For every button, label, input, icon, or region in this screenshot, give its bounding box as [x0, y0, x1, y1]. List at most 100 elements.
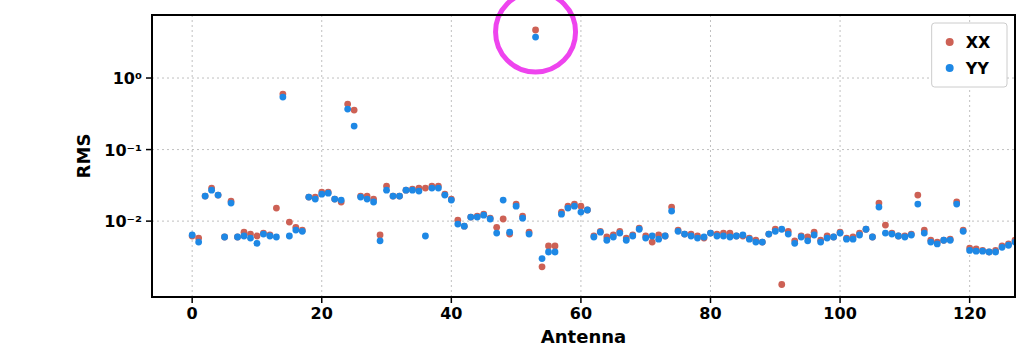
x-axis-title: Antenna [541, 326, 626, 347]
x-tick-label: 100 [823, 304, 856, 323]
data-point [467, 214, 474, 221]
data-point [908, 231, 915, 238]
y-axis-title: RMS [73, 134, 94, 179]
data-point [532, 34, 539, 41]
data-point [584, 207, 591, 214]
data-point [299, 228, 306, 235]
grid-line-x [321, 15, 322, 297]
data-point [390, 193, 397, 200]
grid [152, 15, 1015, 297]
data-point [435, 185, 442, 192]
axes: 02040608010012010⁻²10⁻¹10⁰ [104, 69, 986, 323]
data-point [707, 230, 714, 237]
data-point [189, 233, 196, 240]
data-point [215, 192, 222, 199]
data-point [267, 232, 274, 239]
grid-line-y [152, 149, 1015, 150]
data-point [247, 235, 254, 242]
data-point [992, 249, 999, 256]
data-point [305, 194, 312, 201]
legend-marker [946, 38, 954, 46]
data-point [474, 213, 481, 220]
data-point [590, 234, 597, 241]
data-point [357, 193, 364, 200]
data-point [623, 237, 630, 244]
data-point [856, 232, 863, 239]
series-1 [189, 34, 1015, 262]
data-point [727, 234, 734, 241]
legend-label: YY [965, 59, 990, 78]
data-point [901, 234, 908, 241]
data-point [610, 234, 617, 241]
data-point [506, 229, 513, 236]
data-point [513, 203, 520, 210]
x-tick [580, 297, 582, 303]
data-point [629, 232, 636, 239]
data-point [733, 233, 740, 240]
data-point [733, 233, 740, 240]
data-point [791, 240, 798, 247]
data-point [578, 209, 585, 216]
data-point [260, 231, 267, 238]
data-point [254, 240, 261, 247]
data-point [448, 196, 455, 203]
data-point [895, 233, 902, 240]
data-point [461, 223, 468, 230]
x-tick-label: 40 [440, 304, 462, 323]
data-point [714, 233, 721, 240]
data-point [305, 194, 312, 201]
data-point [545, 249, 552, 256]
data-point [701, 234, 708, 241]
data-point [688, 233, 695, 240]
data-point [565, 205, 572, 212]
data-point [318, 191, 325, 198]
data-point [234, 234, 241, 241]
data-point [487, 215, 494, 222]
data-point [863, 226, 870, 233]
y-tick [146, 220, 152, 222]
data-point [377, 232, 384, 239]
x-tick-label: 60 [570, 304, 592, 323]
grid-line-x [580, 15, 581, 297]
data-point [254, 233, 261, 240]
data-point [474, 214, 481, 221]
data-point [422, 185, 429, 192]
grid-line-x [840, 15, 841, 297]
data-point [500, 216, 507, 223]
data-point [480, 212, 487, 219]
data-point [383, 187, 390, 194]
data-point [940, 237, 947, 244]
data-point [448, 197, 455, 204]
data-point [1005, 242, 1012, 249]
data-point [837, 230, 844, 237]
data-point [765, 231, 772, 238]
data-point [979, 248, 986, 255]
y-tick-label: 10⁻² [104, 212, 142, 231]
data-point [312, 196, 319, 203]
data-point [215, 192, 222, 199]
data-point [578, 203, 585, 210]
data-point [662, 233, 669, 240]
x-tick [321, 297, 323, 303]
data-point [325, 190, 332, 197]
data-point [493, 230, 500, 237]
data-point [876, 204, 883, 211]
legend: XXYY [932, 23, 1007, 87]
data-point [888, 230, 895, 237]
data-point [979, 247, 986, 254]
data-point [267, 233, 274, 240]
data-point [629, 233, 636, 240]
data-point [824, 235, 831, 242]
data-point [208, 187, 215, 194]
data-point [934, 241, 941, 248]
data-point [843, 236, 850, 243]
data-point [772, 228, 779, 235]
data-point [681, 231, 688, 238]
highlight-circle [496, 0, 576, 72]
data-point [986, 249, 993, 256]
data-point [642, 235, 649, 242]
data-point [759, 239, 766, 246]
x-tick-label: 80 [699, 304, 721, 323]
data-point [798, 234, 805, 241]
data-point [403, 187, 410, 194]
